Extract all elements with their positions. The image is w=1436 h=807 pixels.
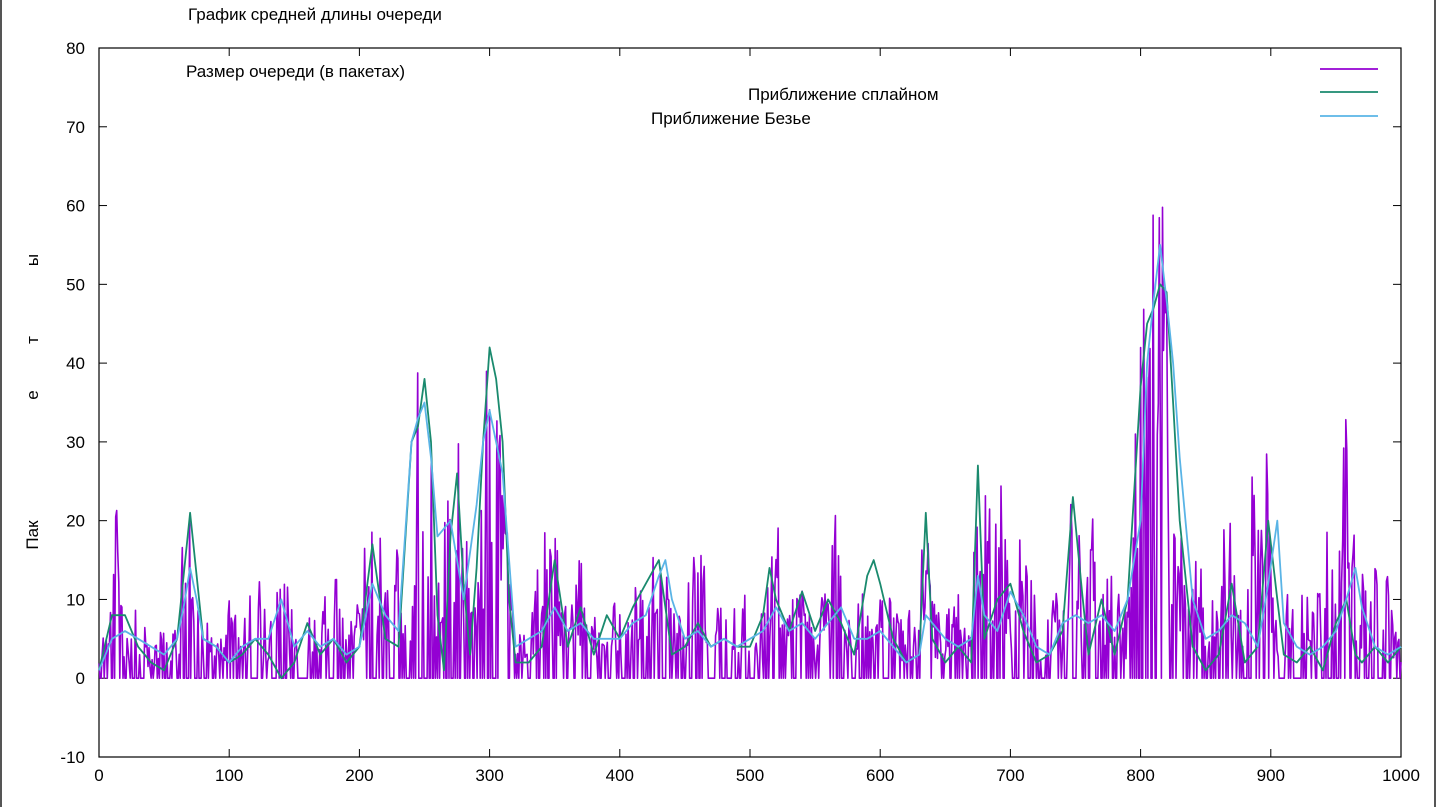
series-line-0 [98,206,1402,679]
y-axis-label-part: ы [23,254,42,266]
y-axis-label-part: е [23,390,42,399]
y-axis-label-text: т [23,336,42,344]
x-axis: 0 100 200 300 400 500 600 700 800 900 1000 [94,48,1420,785]
y-axis: -10 0 10 20 30 40 50 60 70 80 [60,39,1401,767]
y-tick-label: 80 [66,39,85,58]
y-axis-label-part: Пак [23,520,42,550]
y-tick-label: 40 [66,354,85,373]
y-tick-label: 10 [66,590,85,609]
legend-label-bezier: Приближение Безье [651,109,811,128]
x-tick-label: 500 [736,766,764,785]
y-axis-label-text: ы [23,254,42,266]
series-layer [98,206,1402,680]
y-axis-label-text: е [23,390,42,399]
x-tick-label: 700 [996,766,1024,785]
legend-label-spline: Приближение сплайном [748,85,939,104]
y-axis-label-text: Пак [23,520,42,550]
y-axis-label-part: т [23,336,42,344]
series-line-2 [98,244,1402,671]
y-axis-label: Пак е т ы [23,254,42,550]
y-tick-label: -10 [60,748,85,767]
legend-label-queue: Размер очереди (в пакетах) [186,62,405,81]
x-tick-label: 300 [475,766,503,785]
x-tick-label: 900 [1257,766,1285,785]
x-tick-label: 200 [345,766,373,785]
y-tick-label: 50 [66,275,85,294]
chart-title: График средней длины очереди [188,5,442,24]
x-tick-label: 600 [866,766,894,785]
x-tick-label: 100 [215,766,243,785]
y-tick-label: 20 [66,512,85,531]
y-tick-label: 0 [76,669,85,688]
y-tick-label: 60 [66,197,85,216]
x-tick-label: 0 [94,766,103,785]
x-tick-label: 400 [606,766,634,785]
legend: Размер очереди (в пакетах) Приближение с… [186,62,1378,128]
x-tick-label: 800 [1126,766,1154,785]
series-line-1 [98,283,1402,680]
x-tick-label: 1000 [1382,766,1420,785]
y-tick-label: 30 [66,433,85,452]
y-tick-label: 70 [66,118,85,137]
